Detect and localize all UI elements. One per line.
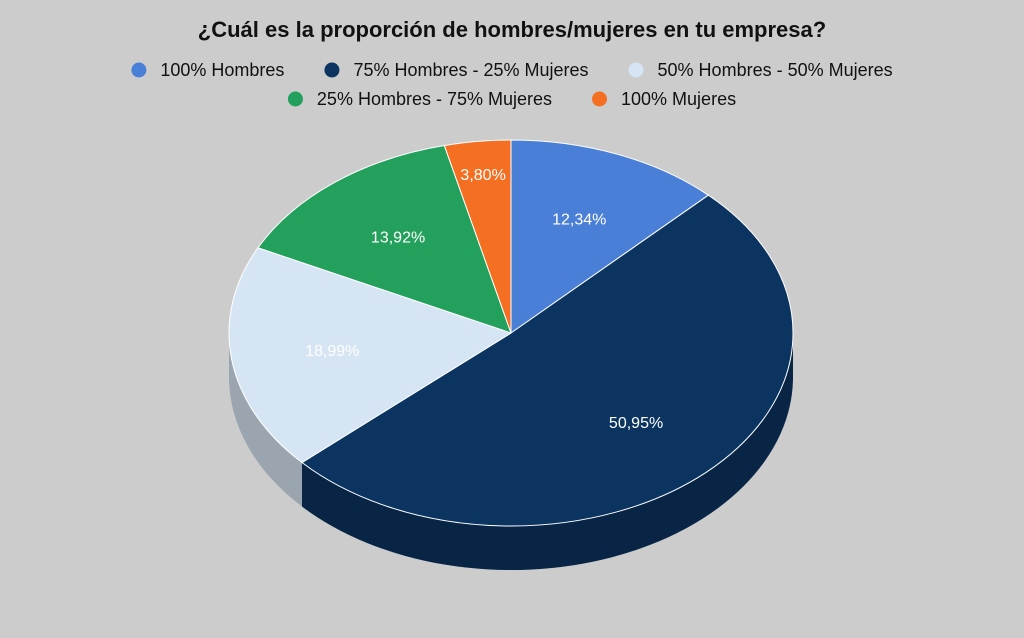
slice-side-75pct-hombres-25pct-mujeres — [301, 333, 793, 570]
legend-item-25pct-hombres-75pct-mujeres: 25% Hombres - 75% Mujeres — [287, 89, 552, 109]
slice-50pct-hombres-50pct-mujeres — [228, 247, 512, 464]
legend-label: 25% Hombres - 75% Mujeres — [317, 89, 552, 109]
legend-marker — [324, 62, 340, 78]
slice-labels: 12,34% 50,95% 18,99% 13,92% 3,80% — [305, 167, 663, 432]
legend-label: 50% Hombres - 50% Mujeres — [658, 60, 893, 80]
legend: 100% Hombres 75% Hombres - 25% Mujeres 50%… — [131, 60, 893, 109]
chart-title: ¿Cuál es la proporción de hombres/mujere… — [198, 17, 826, 42]
legend-item-75pct-hombres-25pct-mujeres: 75% Hombres - 25% Mujeres — [324, 60, 589, 80]
legend-label: 75% Hombres - 25% Mujeres — [353, 60, 588, 80]
pie-slices — [228, 139, 794, 527]
slice-value-label: 3,80% — [460, 167, 505, 184]
slice-value-label: 18,99% — [305, 343, 359, 360]
legend-marker — [131, 62, 147, 78]
slice-75pct-hombres-25pct-mujeres — [301, 194, 794, 527]
pie-depth — [229, 333, 793, 570]
legend-marker — [287, 91, 303, 107]
legend-item-100pct-mujeres: 100% Mujeres — [592, 89, 736, 109]
slice-25pct-hombres-75pct-mujeres — [257, 144, 512, 334]
legend-label: 100% Hombres — [160, 60, 284, 80]
slice-side-50pct-hombres-50pct-mujeres — [229, 333, 302, 507]
legend-marker — [592, 91, 608, 107]
slice-100pct-mujeres — [443, 139, 512, 334]
legend-item-100pct-hombres: 100% Hombres — [131, 60, 284, 80]
legend-item-50pct-hombres-50pct-mujeres: 50% Hombres - 50% Mujeres — [628, 60, 893, 80]
slice-value-label: 12,34% — [552, 212, 606, 229]
legend-marker — [628, 62, 644, 78]
slice-value-label: 13,92% — [371, 230, 425, 247]
slice-100pct-hombres — [510, 139, 709, 334]
slice-value-label: 50,95% — [609, 415, 663, 432]
legend-label: 100% Mujeres — [621, 89, 736, 109]
